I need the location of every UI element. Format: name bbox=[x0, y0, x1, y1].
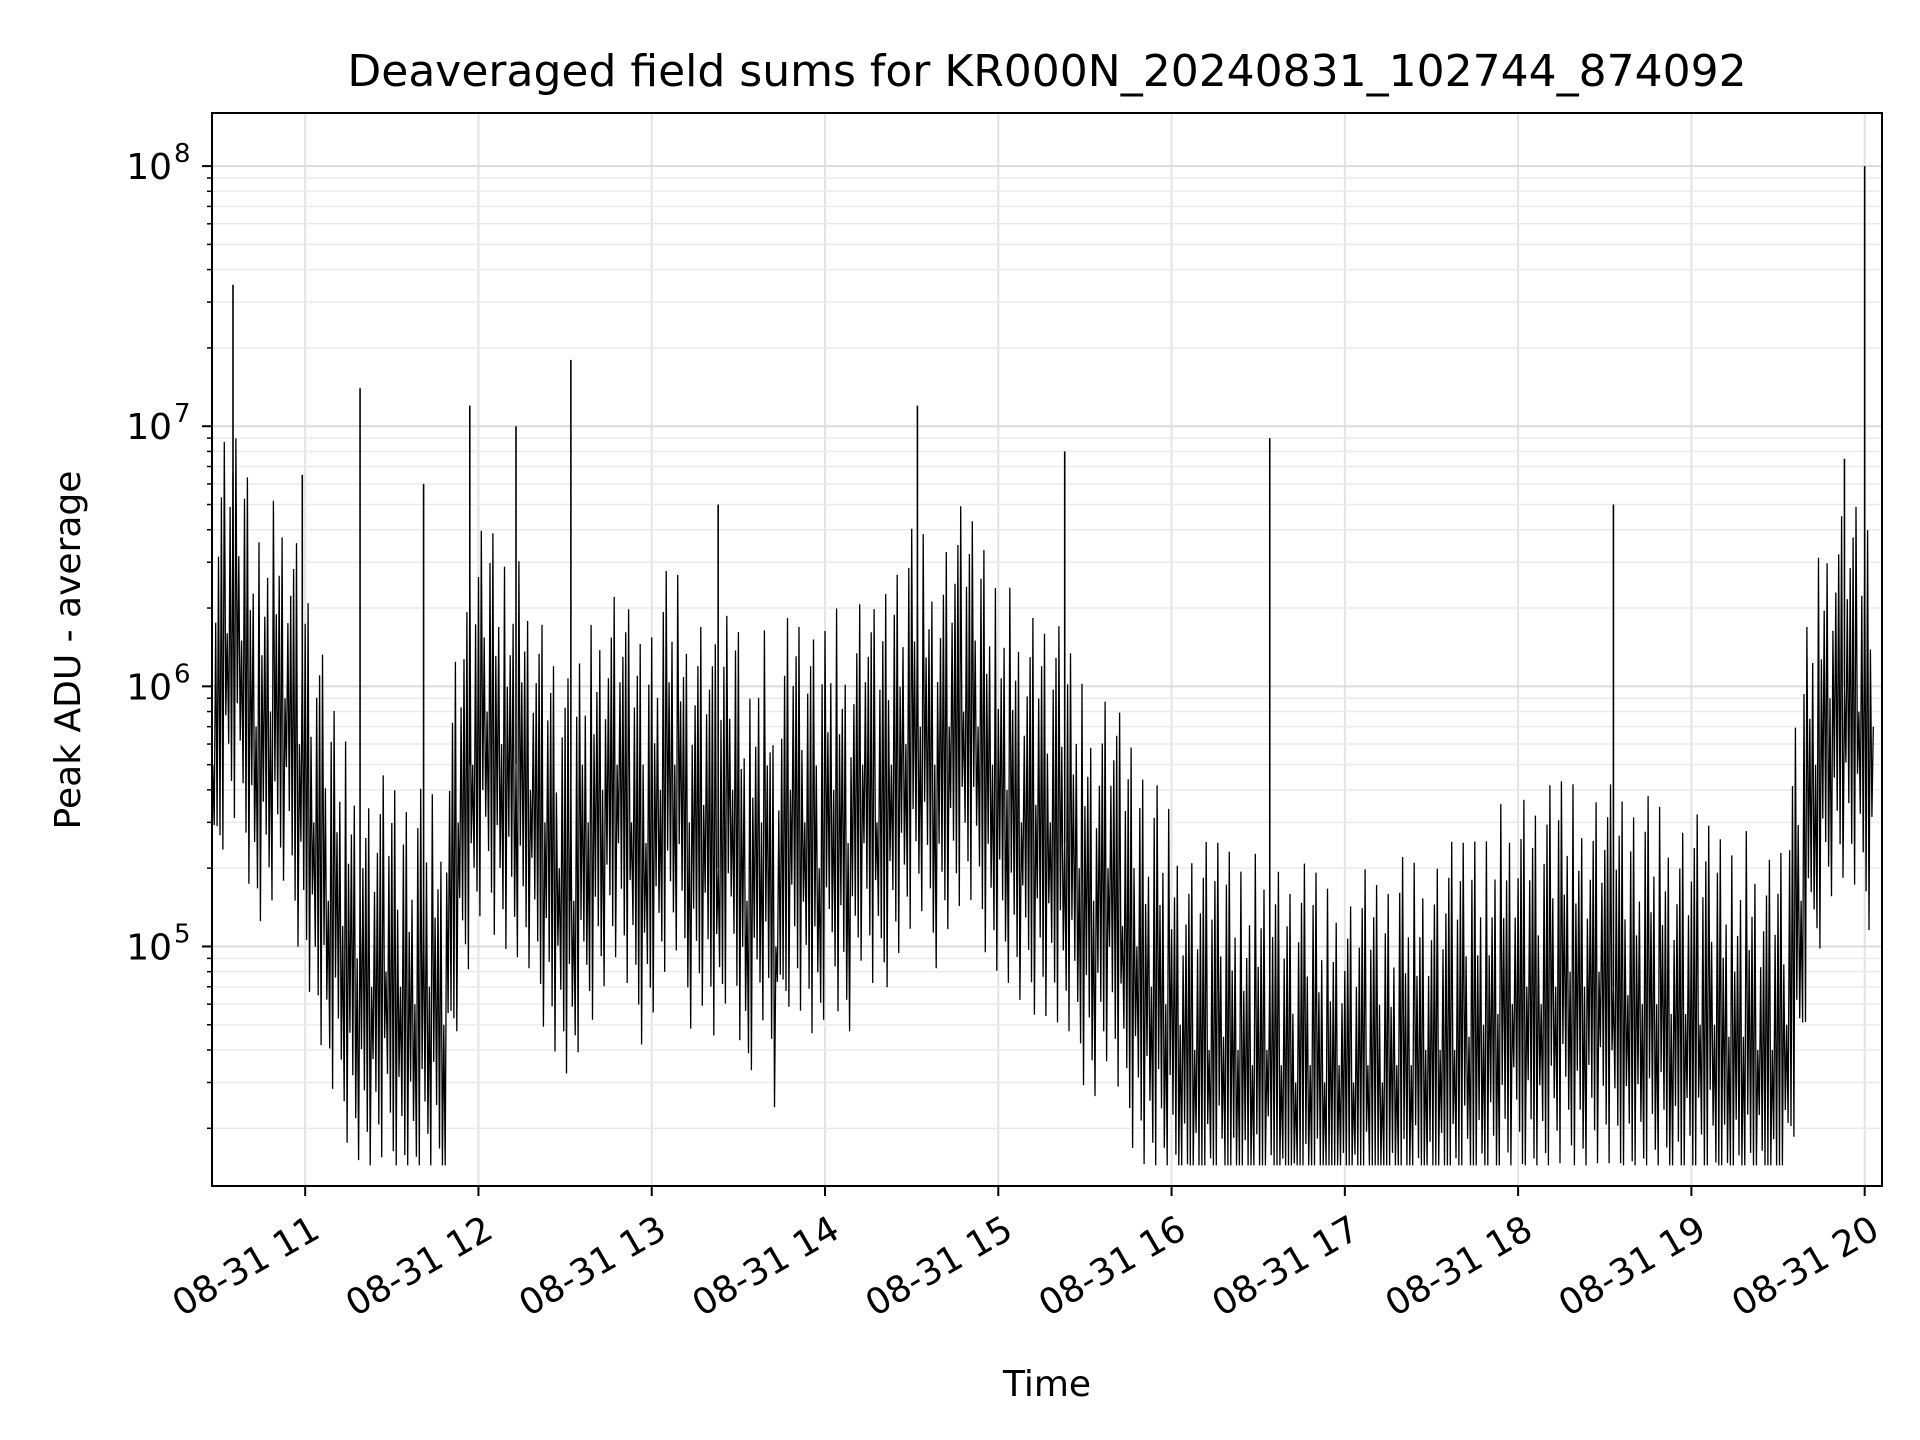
x-tick-label: 08-31 11 bbox=[166, 1208, 327, 1324]
x-tick-label: 08-31 20 bbox=[1725, 1208, 1886, 1324]
x-axis: 08-31 11 08-31 12 08-31 13 08-31 14 08-31 15… bbox=[166, 1186, 1886, 1325]
y-axis-label: Peak ADU - average bbox=[48, 471, 89, 830]
y-tick-exponent: 6 bbox=[174, 659, 191, 689]
x-tick-label: 08-31 18 bbox=[1379, 1208, 1540, 1324]
chart-title: Deaveraged field sums for KR000N_2024083… bbox=[347, 46, 1746, 97]
y-tick-label: 10 bbox=[126, 147, 172, 188]
x-tick-label: 08-31 16 bbox=[1032, 1208, 1193, 1324]
x-tick-label: 08-31 17 bbox=[1205, 1208, 1366, 1324]
series-path bbox=[212, 438, 1874, 1166]
series-line bbox=[212, 166, 1874, 1166]
x-tick-label: 08-31 14 bbox=[686, 1208, 847, 1324]
plot-frame bbox=[211, 112, 1883, 1187]
x-tick-label: 08-31 12 bbox=[339, 1208, 500, 1324]
y-tick-exponent: 7 bbox=[174, 399, 191, 429]
x-tick-label: 08-31 13 bbox=[512, 1208, 673, 1324]
x-tick-label: 08-31 15 bbox=[859, 1208, 1020, 1324]
x-axis-label: Time bbox=[1002, 1364, 1091, 1405]
x-tick-label: 08-31 19 bbox=[1552, 1208, 1713, 1324]
y-tick-label: 10 bbox=[126, 407, 172, 448]
y-tick-exponent: 8 bbox=[174, 139, 191, 169]
y-tick-label: 10 bbox=[126, 667, 172, 708]
y-tick-exponent: 5 bbox=[174, 919, 191, 949]
y-tick-label: 10 bbox=[126, 927, 172, 968]
